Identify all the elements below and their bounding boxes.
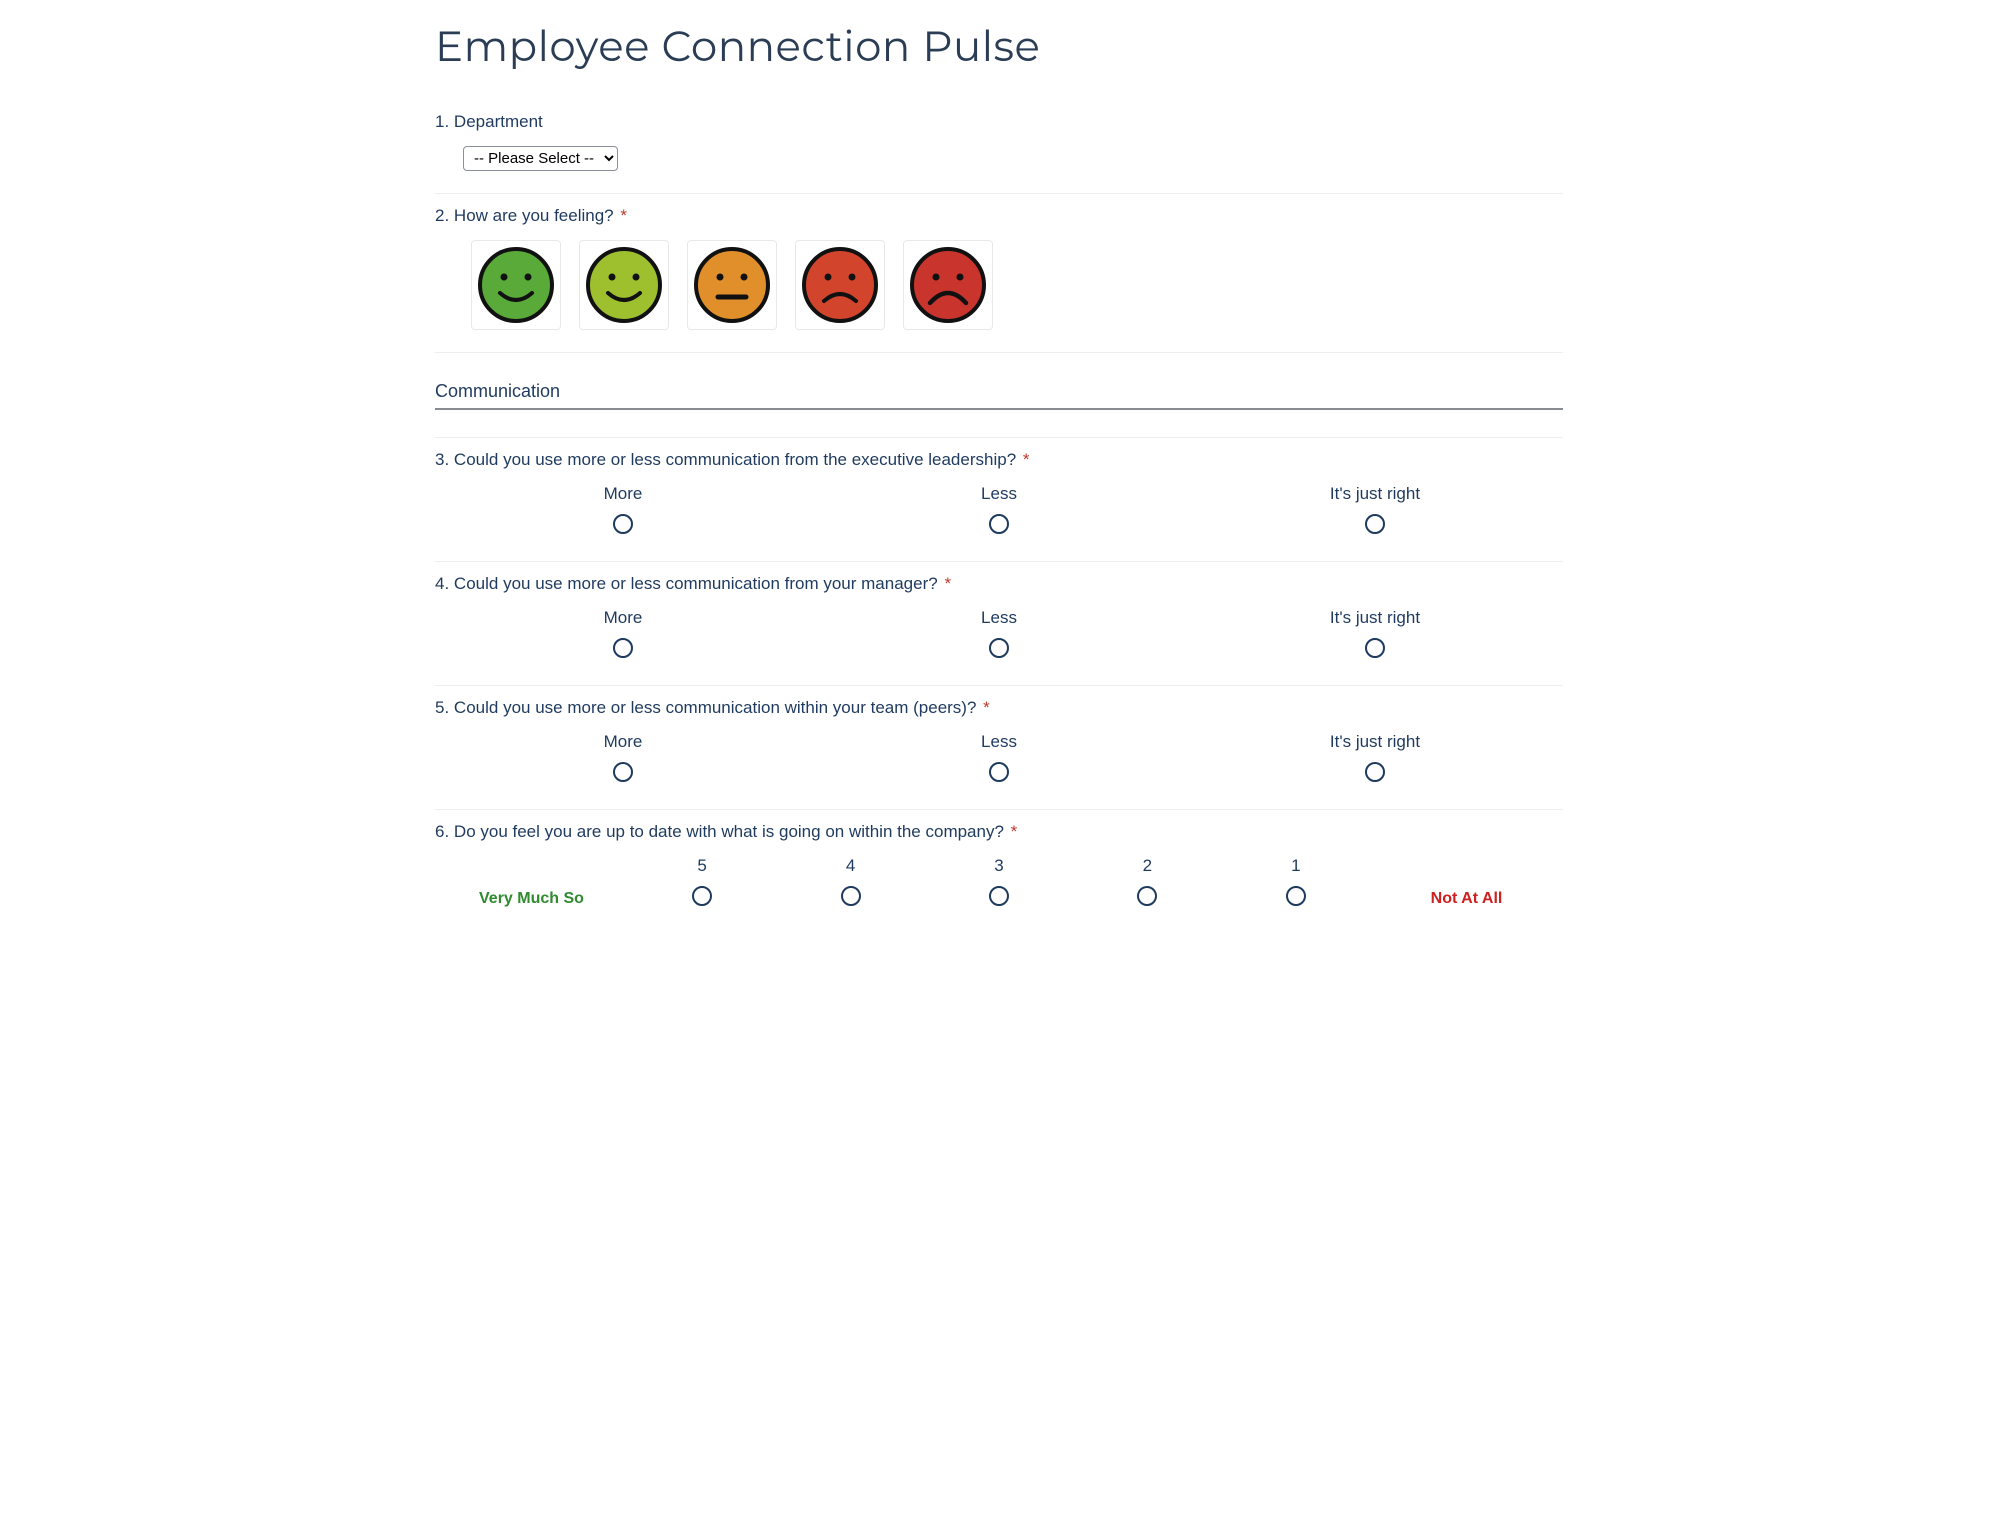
question-3-number: 3. (435, 450, 449, 469)
q3-radio-less[interactable] (989, 514, 1009, 534)
scale-number-4: 4 (776, 856, 924, 876)
question-4-options: More Less It's just right (435, 608, 1563, 663)
question-5-options: More Less It's just right (435, 732, 1563, 787)
question-6-scale: 5 4 3 2 1 Very Much So Not At All (435, 856, 1563, 911)
department-select-wrap: -- Please Select -- (463, 146, 1563, 171)
emoji-row (471, 240, 1563, 330)
scale-number-3: 3 (925, 856, 1073, 876)
question-4-text: Could you use more or less communication… (454, 574, 938, 593)
question-6-label: 6. Do you feel you are up to date with w… (435, 822, 1563, 842)
option-label-just-right: It's just right (1187, 732, 1563, 752)
required-marker: * (1023, 450, 1030, 469)
survey-page: Employee Connection Pulse 1. Department … (399, 0, 1599, 973)
emoji-very-happy[interactable] (471, 240, 561, 330)
question-5-number: 5. (435, 698, 449, 717)
emoji-neutral[interactable] (687, 240, 777, 330)
scale-anchor-right: Not At All (1370, 890, 1563, 908)
q6-radio-5[interactable] (692, 886, 712, 906)
required-marker: * (620, 206, 627, 225)
q4-radio-more[interactable] (613, 638, 633, 658)
question-3-text: Could you use more or less communication… (454, 450, 1016, 469)
q6-radio-3[interactable] (989, 886, 1009, 906)
q6-radio-4[interactable] (841, 886, 861, 906)
question-1-number: 1. (435, 112, 449, 131)
question-1-text: Department (454, 112, 543, 131)
scale-number-2: 2 (1073, 856, 1221, 876)
option-label-just-right: It's just right (1187, 608, 1563, 628)
scale-anchor-left: Very Much So (435, 890, 628, 908)
question-6: 6. Do you feel you are up to date with w… (435, 810, 1563, 933)
question-4-label: 4. Could you use more or less communicat… (435, 574, 1563, 594)
question-1-label: 1. Department (435, 112, 1563, 132)
q4-radio-less[interactable] (989, 638, 1009, 658)
question-5-label: 5. Could you use more or less communicat… (435, 698, 1563, 718)
q3-radio-just-right[interactable] (1365, 514, 1385, 534)
q5-radio-less[interactable] (989, 762, 1009, 782)
q4-radio-just-right[interactable] (1365, 638, 1385, 658)
question-3-label: 3. Could you use more or less communicat… (435, 450, 1563, 470)
option-label-less: Less (811, 484, 1187, 504)
question-5-text: Could you use more or less communication… (454, 698, 977, 717)
question-6-text: Do you feel you are up to date with what… (454, 822, 1004, 841)
question-4: 4. Could you use more or less communicat… (435, 562, 1563, 686)
question-6-number: 6. (435, 822, 449, 841)
question-2: 2. How are you feeling? * (435, 194, 1563, 353)
emoji-happy[interactable] (579, 240, 669, 330)
scale-number-5: 5 (628, 856, 776, 876)
option-label-more: More (435, 732, 811, 752)
option-label-less: Less (811, 732, 1187, 752)
emoji-sad[interactable] (795, 240, 885, 330)
q3-radio-more[interactable] (613, 514, 633, 534)
q5-radio-just-right[interactable] (1365, 762, 1385, 782)
q6-radio-1[interactable] (1286, 886, 1306, 906)
option-label-more: More (435, 608, 811, 628)
question-5: 5. Could you use more or less communicat… (435, 686, 1563, 810)
option-label-more: More (435, 484, 811, 504)
page-title: Employee Connection Pulse (435, 20, 1563, 72)
question-4-number: 4. (435, 574, 449, 593)
question-3-options: More Less It's just right (435, 484, 1563, 539)
required-marker: * (944, 574, 951, 593)
section-divider (435, 418, 1563, 438)
required-marker: * (1011, 822, 1018, 841)
question-2-text: How are you feeling? (454, 206, 614, 225)
question-2-number: 2. (435, 206, 449, 225)
emoji-very-sad[interactable] (903, 240, 993, 330)
question-2-label: 2. How are you feeling? * (435, 206, 1563, 226)
option-label-just-right: It's just right (1187, 484, 1563, 504)
department-select[interactable]: -- Please Select -- (463, 146, 618, 171)
required-marker: * (983, 698, 990, 717)
question-1: 1. Department -- Please Select -- (435, 100, 1563, 194)
question-3: 3. Could you use more or less communicat… (435, 438, 1563, 562)
scale-number-1: 1 (1222, 856, 1370, 876)
section-communication-title: Communication (435, 381, 1563, 402)
q5-radio-more[interactable] (613, 762, 633, 782)
q6-radio-2[interactable] (1137, 886, 1157, 906)
section-communication: Communication (435, 353, 1563, 410)
option-label-less: Less (811, 608, 1187, 628)
